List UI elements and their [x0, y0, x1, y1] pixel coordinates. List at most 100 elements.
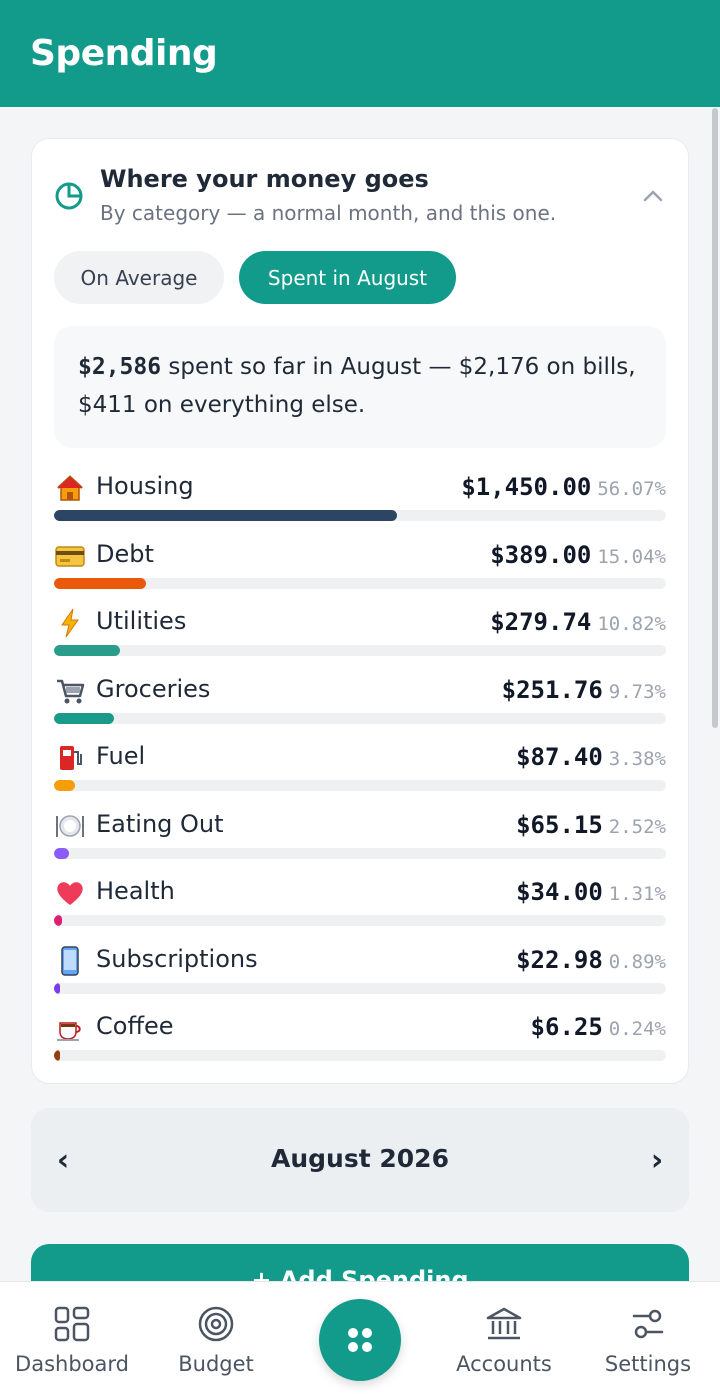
nav-item-settings[interactable]: Settings — [576, 1282, 720, 1394]
category-percent: 2.52% — [608, 815, 666, 838]
category-row-debt[interactable]: Debt $389.00 15.04% — [54, 537, 666, 597]
category-progress-fill — [54, 645, 121, 656]
bank-icon — [486, 1307, 522, 1340]
nav-item-accounts[interactable]: Accounts — [432, 1282, 576, 1394]
category-progress-track — [54, 645, 666, 656]
page-title: Spending — [30, 33, 218, 74]
category-values: $6.25 0.24% — [531, 1013, 666, 1041]
scrollbar[interactable] — [712, 108, 718, 728]
nav-label-accounts: Accounts — [456, 1352, 552, 1376]
category-amount: $34.00 — [516, 878, 603, 906]
spending-summary: $2,586 spent so far in August — $2,176 o… — [54, 326, 666, 448]
category-amount: $22.98 — [516, 945, 603, 974]
category-name: Groceries — [96, 674, 211, 703]
chevron-up-icon[interactable] — [640, 183, 666, 209]
nav-item-dashboard[interactable]: Dashboard — [0, 1282, 144, 1394]
target-icon — [198, 1306, 234, 1342]
app-header: Spending — [0, 0, 720, 107]
category-name: Debt — [96, 539, 154, 568]
category-values: $389.00 15.04% — [490, 541, 666, 569]
apps-fab-button[interactable] — [319, 1299, 401, 1381]
category-row-health[interactable]: Health $34.00 1.31% — [54, 874, 666, 934]
heart-icon — [57, 882, 83, 905]
category-progress-track — [54, 982, 666, 994]
category-progress-fill — [54, 915, 63, 926]
category-amount: $1,450.00 — [461, 473, 592, 501]
category-name: Fuel — [96, 742, 146, 770]
category-percent: 0.24% — [608, 1018, 666, 1040]
category-values: $22.98 0.89% — [516, 946, 666, 974]
category-row-groceries[interactable]: Groceries $251.76 9.73% — [54, 672, 666, 732]
category-progress-track — [54, 847, 666, 859]
category-progress-track — [54, 577, 666, 589]
category-values: $1,450.00 56.07% — [461, 473, 666, 501]
category-progress-fill — [54, 577, 147, 589]
summary-text: spent so far in August — $2,176 on bills… — [78, 354, 636, 418]
category-percent: 3.38% — [608, 748, 666, 770]
card-subtitle: By category — a normal month, and this o… — [100, 201, 557, 225]
category-name: Housing — [96, 472, 194, 500]
category-row-housing[interactable]: Housing $1,450.00 56.07% — [54, 469, 666, 529]
category-progress-fill — [54, 712, 114, 724]
category-progress-fill — [54, 1050, 60, 1061]
category-row-utilities[interactable]: Utilities $279.74 10.82% — [54, 604, 666, 664]
coffee-icon — [57, 1022, 81, 1041]
category-name: Subscriptions — [96, 944, 258, 973]
category-progress-track — [54, 510, 666, 521]
category-values: $34.00 1.31% — [516, 878, 666, 906]
category-values: $279.74 10.82% — [490, 608, 666, 636]
category-values: $65.15 2.52% — [516, 811, 666, 839]
category-row-coffee[interactable]: Coffee $6.25 0.24% — [54, 1009, 666, 1069]
summary-total: $2,586 — [78, 354, 162, 380]
category-amount: $279.74 — [490, 608, 592, 636]
category-progress-fill — [54, 780, 75, 791]
tab-spent-in-august[interactable]: Spent in August — [239, 251, 456, 304]
category-name: Health — [96, 877, 175, 905]
category-percent: 56.07% — [597, 478, 666, 500]
phone-icon — [61, 945, 79, 976]
nav-item-budget[interactable]: Budget — [144, 1282, 288, 1394]
category-percent: 1.31% — [608, 883, 666, 905]
category-progress-track — [54, 1050, 666, 1061]
category-name: Coffee — [96, 1012, 174, 1040]
fuel-pump-icon — [60, 746, 82, 770]
category-values: $251.76 9.73% — [502, 676, 666, 704]
lightning-icon — [61, 608, 79, 638]
nav-label-budget: Budget — [178, 1352, 254, 1376]
category-amount: $6.25 — [530, 1013, 603, 1041]
card-title: Where your money goes — [100, 165, 429, 193]
nav-label-dashboard: Dashboard — [15, 1352, 129, 1376]
category-progress-fill — [54, 982, 60, 994]
apps-icon — [348, 1328, 372, 1352]
card-header[interactable]: Where your money goes By category — a no… — [54, 161, 666, 231]
category-progress-track — [54, 780, 666, 791]
category-amount: $87.40 — [516, 743, 603, 771]
category-percent: 0.89% — [608, 950, 666, 973]
category-row-fuel[interactable]: Fuel $87.40 3.38% — [54, 739, 666, 799]
plate-icon — [56, 814, 84, 837]
category-amount: $251.76 — [501, 675, 603, 704]
dashboard-icon — [54, 1306, 90, 1342]
category-progress-fill — [54, 510, 398, 521]
category-name: Utilities — [96, 607, 187, 635]
month-navigator: ‹ August 2026 › — [31, 1108, 689, 1212]
credit-card-icon — [55, 545, 85, 567]
spending-breakdown-card: Where your money goes By category — a no… — [31, 138, 689, 1084]
pie-chart-icon — [55, 182, 83, 210]
house-icon — [57, 475, 83, 501]
category-percent: 9.73% — [608, 680, 666, 703]
sliders-icon — [632, 1309, 664, 1339]
category-percent: 15.04% — [597, 545, 666, 568]
shopping-cart-icon — [57, 679, 85, 703]
category-progress-track — [54, 712, 666, 724]
next-month-button[interactable]: › — [650, 1142, 664, 1178]
category-row-subscriptions[interactable]: Subscriptions $22.98 0.89% — [54, 942, 666, 1002]
category-percent: 10.82% — [597, 613, 666, 635]
category-row-eating-out[interactable]: Eating Out $65.15 2.52% — [54, 807, 666, 867]
category-progress-track — [54, 915, 666, 926]
category-progress-fill — [54, 847, 70, 859]
tab-on-average[interactable]: On Average — [54, 251, 224, 304]
nav-label-settings: Settings — [604, 1352, 692, 1376]
category-name: Eating Out — [96, 809, 224, 838]
previous-month-button[interactable]: ‹ — [56, 1142, 70, 1178]
